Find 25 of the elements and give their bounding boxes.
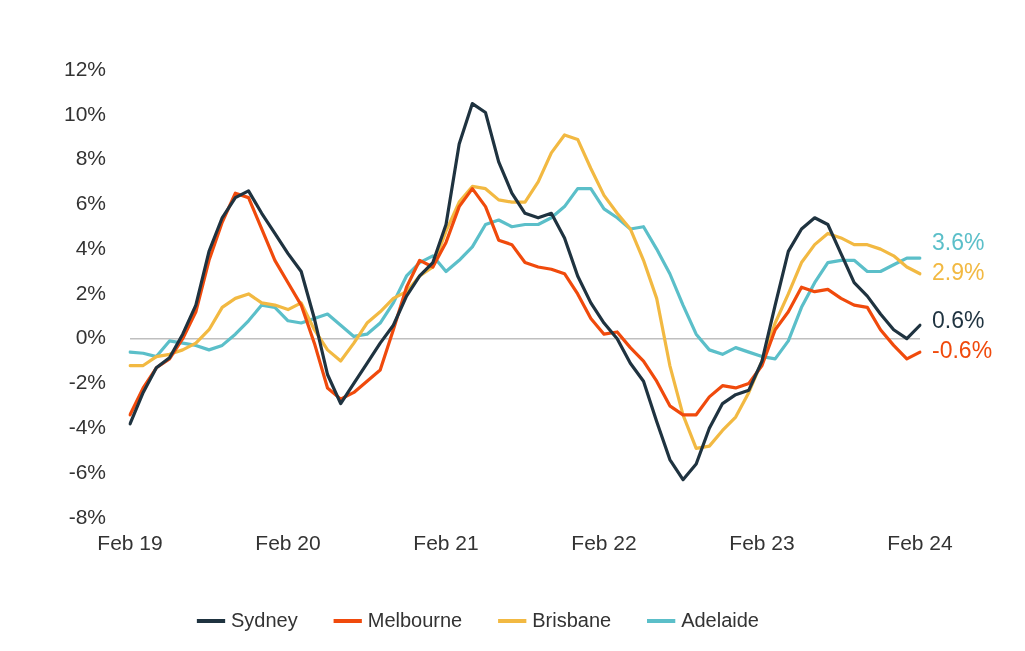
x-tick-label: Feb 24 — [887, 531, 953, 555]
x-tick-label: Feb 23 — [729, 531, 795, 555]
y-tick-label: -2% — [68, 370, 107, 394]
y-tick-label: 12% — [64, 56, 107, 80]
y-tick-label: 6% — [75, 191, 107, 215]
x-tick-label: Feb 19 — [97, 531, 163, 555]
x-tick-label: Feb 21 — [413, 531, 479, 555]
y-tick-label: 4% — [75, 235, 107, 259]
x-tick-label: Feb 20 — [255, 531, 321, 555]
legend-label: Adelaide — [681, 608, 759, 631]
legend-label: Sydney — [231, 608, 298, 631]
y-tick-label: -4% — [68, 415, 107, 439]
x-tick-label: Feb 22 — [571, 531, 637, 555]
annotation: 0.6% — [932, 307, 985, 334]
legend-label: Brisbane — [532, 608, 612, 631]
legend-label: Melbourne — [367, 608, 463, 631]
annotation: -0.6% — [932, 337, 993, 364]
annotation: 3.6% — [932, 229, 985, 256]
y-tick-label: 8% — [75, 146, 107, 170]
y-tick-label: -6% — [68, 459, 107, 483]
y-tick-label: 0% — [75, 325, 107, 349]
y-tick-label: -8% — [68, 504, 107, 528]
y-tick-label: 2% — [75, 280, 107, 304]
annotation: 2.9% — [932, 259, 985, 286]
y-tick-label: 10% — [64, 101, 107, 125]
